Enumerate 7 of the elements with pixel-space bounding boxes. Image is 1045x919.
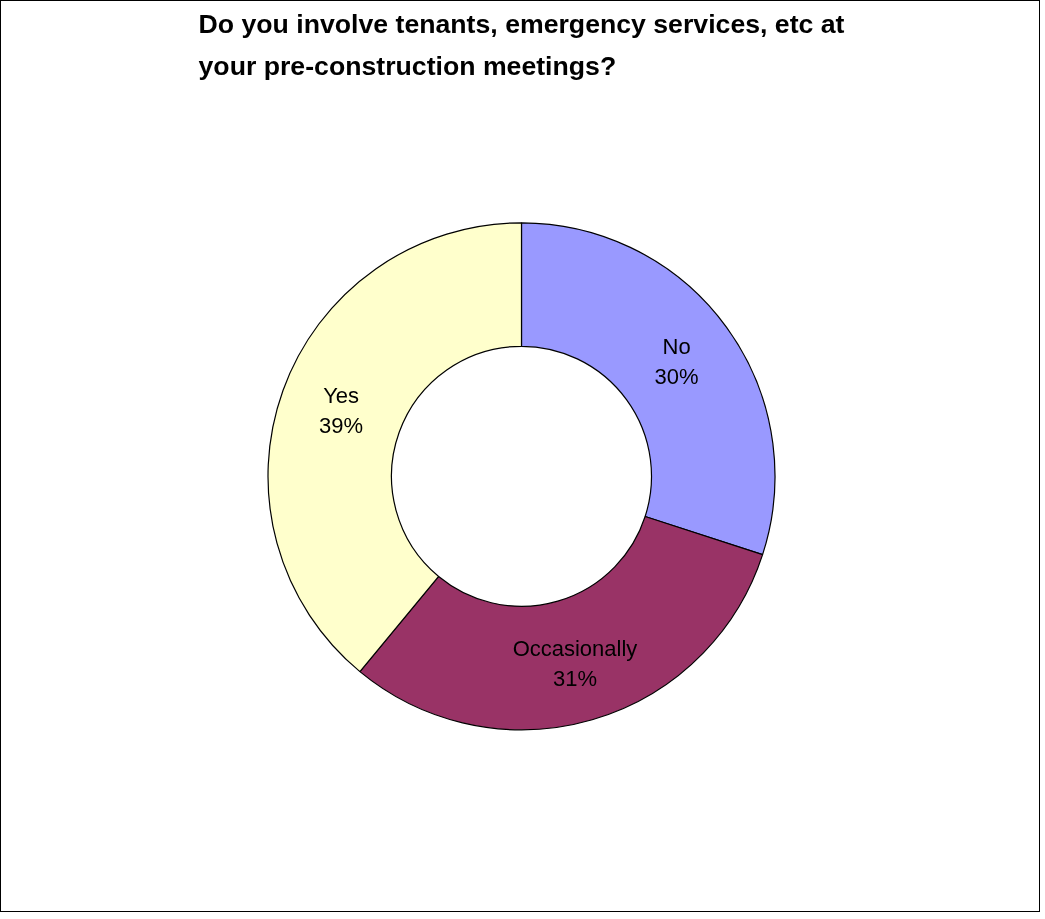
data-label: 39%: [319, 412, 364, 438]
slice-label: No: [662, 333, 691, 359]
slice-label: Yes: [323, 382, 360, 408]
data-label: 31%: [552, 666, 598, 692]
data-label: 30%: [654, 363, 699, 389]
slice-label: Occasionally: [512, 636, 638, 662]
chart-title: Do you involve tenants, emergency services, etc at your pre-construction meetings?: [198, 8, 845, 81]
